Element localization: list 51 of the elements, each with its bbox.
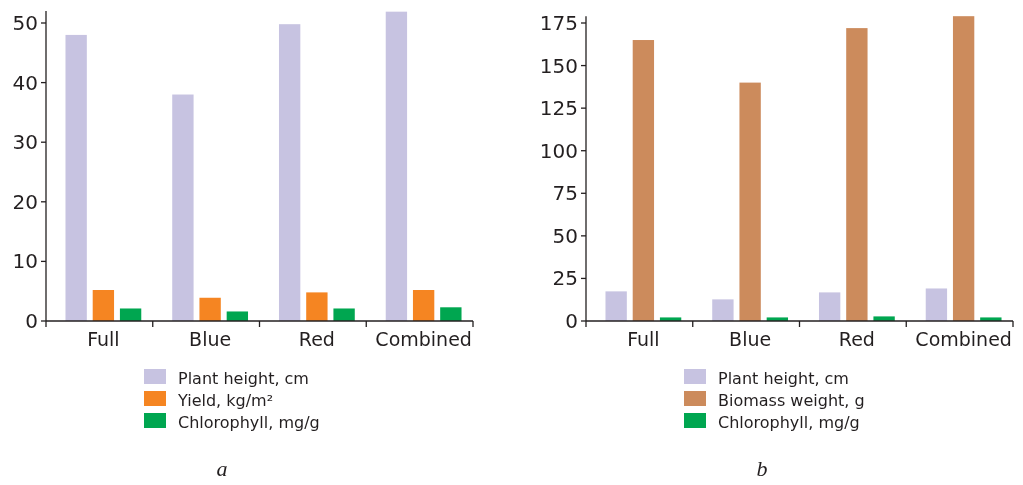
bar xyxy=(873,316,895,321)
y-tick-label: 25 xyxy=(552,266,578,291)
bar xyxy=(632,40,655,321)
bar xyxy=(199,297,221,321)
y-tick-label: 0 xyxy=(565,309,578,333)
bar xyxy=(712,299,734,321)
y-tick-label: 30 xyxy=(12,130,38,155)
x-tick-label: Blue xyxy=(189,328,232,350)
legend-label: Biomass weight, g xyxy=(718,390,865,410)
y-tick-label: 125 xyxy=(539,96,578,121)
bar xyxy=(119,308,142,321)
bar xyxy=(952,16,975,321)
y-tick-label: 75 xyxy=(552,181,578,206)
x-tick-label: Combined xyxy=(375,328,472,350)
y-tick-label: 150 xyxy=(539,53,578,78)
y-tick-label: 0 xyxy=(25,309,38,333)
bar xyxy=(925,288,948,321)
x-tick-label: Red xyxy=(838,328,875,350)
legend-label: Yield, kg/m² xyxy=(177,390,274,410)
bar xyxy=(412,290,435,321)
x-tick-label: Full xyxy=(627,328,660,350)
bar xyxy=(226,311,249,321)
y-tick-label: 50 xyxy=(552,223,578,248)
y-tick-label: 20 xyxy=(12,189,38,214)
y-tick-label: 40 xyxy=(12,70,38,95)
bar xyxy=(818,292,841,321)
bar xyxy=(278,24,301,321)
bar xyxy=(92,290,115,321)
x-tick-label: Blue xyxy=(729,328,772,350)
x-tick-label: Combined xyxy=(915,328,1012,350)
legend-label: Plant height, cm xyxy=(178,368,309,388)
bar xyxy=(306,292,328,321)
x-tick-label: Full xyxy=(87,328,120,350)
bar xyxy=(440,307,462,321)
bar xyxy=(739,82,761,321)
bar xyxy=(605,291,627,321)
legend-label: Plant height, cm xyxy=(718,368,849,388)
bar xyxy=(172,94,194,321)
bar xyxy=(846,28,868,321)
bar xyxy=(65,34,87,321)
legend-label: Chlorophyll, mg/g xyxy=(178,412,320,432)
legend-label: Chlorophyll, mg/g xyxy=(718,412,860,432)
bar xyxy=(385,11,408,321)
y-tick-label: 175 xyxy=(539,11,578,35)
x-tick-label: Red xyxy=(298,328,335,350)
bar xyxy=(333,308,355,321)
y-tick-label: 50 xyxy=(12,11,38,35)
y-tick-label: 100 xyxy=(539,138,578,163)
y-tick-label: 10 xyxy=(12,249,38,274)
text: b xyxy=(756,456,768,481)
text: a xyxy=(216,456,228,481)
